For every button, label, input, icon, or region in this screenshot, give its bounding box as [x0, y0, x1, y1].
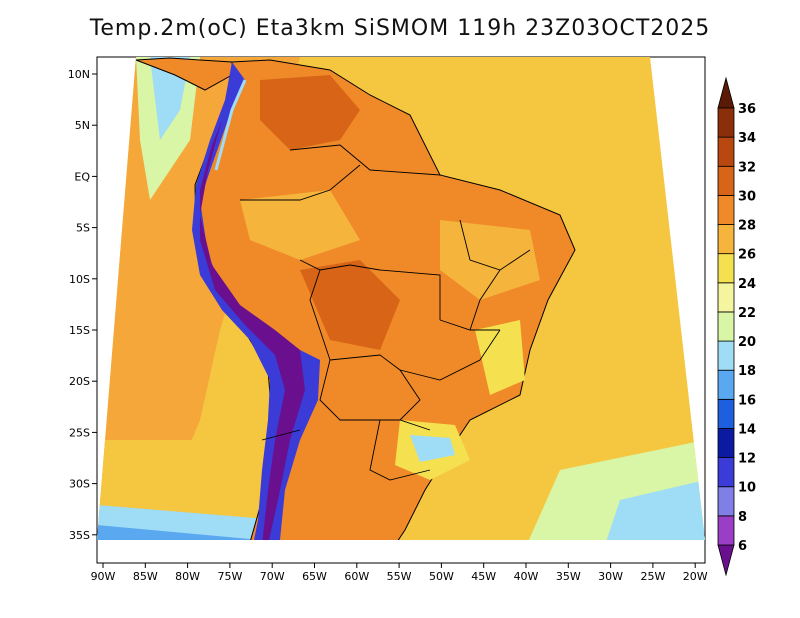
- colorbar-segment: [717, 282, 735, 313]
- colorbar-label: 22: [738, 306, 756, 321]
- lon-tick-label: 40W: [514, 570, 539, 583]
- lat-tick-label: EQ: [74, 170, 90, 183]
- colorbar-segment: [717, 107, 735, 138]
- lon-tick-label: 25W: [640, 570, 665, 583]
- south-cooler-band: [97, 525, 270, 540]
- lon-tick-label: 35W: [556, 570, 581, 583]
- colorbar-label: 26: [738, 248, 756, 263]
- colorbar-segment: [717, 194, 735, 225]
- lat-tick-label: 5S: [76, 222, 90, 235]
- lon-tick-label: 65W: [302, 570, 327, 583]
- colorbar-segment: [717, 340, 735, 371]
- lon-tick-label: 60W: [344, 570, 369, 583]
- nw-pacific-cool: [136, 57, 200, 200]
- colorbar: 6 8 10 12 14 16 18 20 22 24 26 28 30 32 34 36: [717, 76, 756, 577]
- colorbar-high-arrow: [717, 76, 735, 109]
- lat-tick-label: 30S: [69, 478, 90, 491]
- colorbar-segment: [717, 165, 735, 196]
- lon-tick-label: 80W: [175, 570, 200, 583]
- lat-tick-label: 10S: [69, 273, 90, 286]
- lat-tick-label: 25S: [69, 426, 90, 439]
- lon-tick-label: 20W: [683, 570, 708, 583]
- colorbar-segment: [717, 398, 735, 429]
- lon-tick-label: 90W: [91, 570, 116, 583]
- andes-north-edge: [214, 79, 247, 171]
- colorbar-label: 10: [738, 481, 756, 496]
- colorbar-label: 12: [738, 452, 756, 467]
- colorbar-label: 36: [738, 102, 756, 117]
- colorbar-segment: [717, 136, 735, 167]
- lon-tick-label: 70W: [260, 570, 285, 583]
- mild-region-southeast: [475, 320, 525, 395]
- colorbar-segment: [717, 369, 735, 400]
- colorbar-segment: [717, 224, 735, 255]
- colorbar-label: 8: [738, 510, 747, 525]
- south-cool-band: [97, 505, 300, 540]
- colorbar-label: 34: [738, 131, 756, 146]
- lon-tick-label: 75W: [217, 570, 242, 583]
- lon-tick-label: 50W: [429, 570, 454, 583]
- colorbar-label: 24: [738, 277, 756, 292]
- colorbar-label: 16: [738, 393, 756, 408]
- lon-tick-label: 85W: [133, 570, 158, 583]
- andes-cold-core: [200, 120, 305, 540]
- warm-region-amazon: [240, 190, 360, 260]
- lat-tick-label: 35S: [69, 529, 90, 542]
- colorbar-low-arrow: [717, 544, 735, 577]
- colorbar-label: 14: [738, 422, 756, 437]
- colorbar-label: 30: [738, 189, 756, 204]
- country-borders: [240, 144, 531, 481]
- colorbar-segment: [717, 486, 735, 517]
- colorbar-label: 32: [738, 160, 756, 175]
- colorbar-label: 6: [738, 539, 747, 554]
- temperature-field: [97, 57, 705, 540]
- latitude-ticks: 10N 5N EQ 5S 10S 15S 20S 25S 30S 35S: [68, 68, 97, 542]
- southeast-atlantic-cooler: [600, 480, 705, 540]
- lon-tick-label: 45W: [471, 570, 496, 583]
- lon-tick-label: 30W: [598, 570, 623, 583]
- lat-tick-label: 15S: [69, 324, 90, 337]
- lat-tick-label: 5N: [75, 119, 90, 132]
- colorbar-segment: [717, 457, 735, 488]
- colorbar-segment: [717, 311, 735, 342]
- colorbar-segment: [717, 515, 735, 546]
- colorbar-label: 20: [738, 335, 756, 350]
- lat-tick-label: 20S: [69, 375, 90, 388]
- lon-tick-label: 55W: [387, 570, 412, 583]
- lat-tick-label: 10N: [68, 68, 90, 81]
- map-title: Temp.2m(oC) Eta3km SiSMOM 119h 23Z03OCT2…: [89, 16, 711, 41]
- cool-region-south: [410, 435, 455, 462]
- colorbar-label: 18: [738, 364, 756, 379]
- colorbar-segment: [717, 253, 735, 284]
- longitude-ticks: 90W 85W 80W 75W 70W 65W 60W 55W 50W 45W 40W 35W 30W 2…: [91, 563, 708, 583]
- colorbar-segment: [717, 428, 735, 459]
- colorbar-label: 28: [738, 219, 756, 234]
- hot-region-center: [300, 260, 400, 350]
- hot-region-north: [260, 75, 360, 150]
